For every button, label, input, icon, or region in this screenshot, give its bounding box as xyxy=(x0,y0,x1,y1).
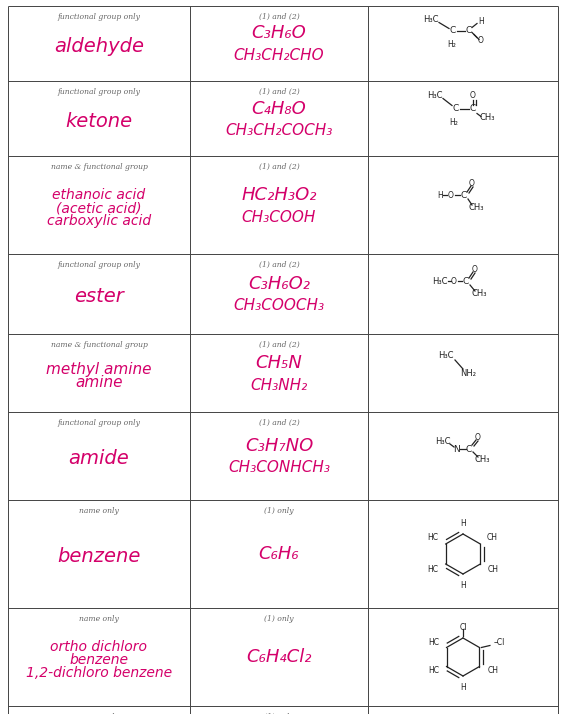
Text: HC: HC xyxy=(428,638,439,647)
Text: H: H xyxy=(478,17,484,26)
Text: H: H xyxy=(460,520,466,528)
Text: (1) and (2): (1) and (2) xyxy=(259,88,299,96)
Text: (acetic acid): (acetic acid) xyxy=(56,201,142,215)
Text: C: C xyxy=(470,104,476,113)
Text: Cl: Cl xyxy=(459,623,467,631)
Text: functional group only: functional group only xyxy=(58,88,140,96)
Text: O: O xyxy=(448,191,454,199)
Text: C: C xyxy=(461,191,467,199)
Text: (1) and (2): (1) and (2) xyxy=(259,13,299,21)
Text: (1) and (2): (1) and (2) xyxy=(259,163,299,171)
Text: amide: amide xyxy=(68,450,129,468)
Text: H₃C: H₃C xyxy=(428,91,443,100)
Text: C₆H₄Cl₂: C₆H₄Cl₂ xyxy=(246,648,312,666)
Text: (1) and (2): (1) and (2) xyxy=(259,341,299,349)
Text: HC: HC xyxy=(427,533,438,543)
Text: CH₃: CH₃ xyxy=(474,455,490,463)
Text: H: H xyxy=(460,683,466,691)
Text: H₂: H₂ xyxy=(447,40,457,49)
Text: 1,2-dichloro benzene: 1,2-dichloro benzene xyxy=(26,666,172,680)
Text: CH₃: CH₃ xyxy=(468,203,484,211)
Text: H₃C: H₃C xyxy=(435,436,451,446)
Text: O: O xyxy=(470,91,476,100)
Text: H₃C: H₃C xyxy=(438,351,454,361)
Text: C: C xyxy=(463,276,469,286)
Text: (1) and (2): (1) and (2) xyxy=(259,261,299,269)
Text: O: O xyxy=(478,36,484,45)
Text: functional group only: functional group only xyxy=(58,261,140,269)
Text: O: O xyxy=(451,276,457,286)
Text: O: O xyxy=(472,264,478,273)
Text: CH₃: CH₃ xyxy=(479,113,495,122)
Text: carboxylic acid: carboxylic acid xyxy=(47,214,151,228)
Text: CH₃: CH₃ xyxy=(471,288,487,298)
Text: (1) only: (1) only xyxy=(264,615,294,623)
Text: benzene: benzene xyxy=(70,653,128,667)
Text: name only: name only xyxy=(79,713,119,714)
Text: C₃H₇NO: C₃H₇NO xyxy=(245,437,313,455)
Text: CH₃CONHCH₃: CH₃CONHCH₃ xyxy=(228,461,330,476)
Text: O: O xyxy=(475,433,481,441)
Text: CH₃CH₂CHO: CH₃CH₂CHO xyxy=(234,48,324,63)
Text: aldehyde: aldehyde xyxy=(54,37,144,56)
Text: H₂: H₂ xyxy=(450,118,458,127)
Text: name & functional group: name & functional group xyxy=(51,341,148,349)
Text: CH₅N: CH₅N xyxy=(255,354,303,372)
Text: (1) only: (1) only xyxy=(264,507,294,515)
Text: H₃C: H₃C xyxy=(424,15,439,24)
Text: C₃H₆O₂: C₃H₆O₂ xyxy=(248,275,310,293)
Text: ethanoic acid: ethanoic acid xyxy=(52,188,145,202)
Text: functional group only: functional group only xyxy=(58,419,140,427)
Text: HC: HC xyxy=(427,565,438,575)
Text: functional group only: functional group only xyxy=(58,13,140,21)
Text: ortho dichloro: ortho dichloro xyxy=(51,640,148,654)
Text: benzene: benzene xyxy=(58,548,141,566)
Text: methyl amine: methyl amine xyxy=(46,362,152,377)
Text: C: C xyxy=(466,26,472,35)
Text: (1) and (2): (1) and (2) xyxy=(259,419,299,427)
Text: HC₂H₃O₂: HC₂H₃O₂ xyxy=(241,186,317,204)
Text: C₃H₆O: C₃H₆O xyxy=(251,24,307,43)
Text: C₄H₈O: C₄H₈O xyxy=(251,99,307,118)
Text: C₆H₆: C₆H₆ xyxy=(259,545,299,563)
Text: name only: name only xyxy=(79,615,119,623)
Text: HC: HC xyxy=(428,666,439,675)
Text: C: C xyxy=(466,445,472,453)
Text: –Cl: –Cl xyxy=(494,638,505,647)
Text: NH₂: NH₂ xyxy=(460,368,476,378)
Text: ketone: ketone xyxy=(66,112,133,131)
Text: N: N xyxy=(454,445,461,453)
Text: CH₃NH₂: CH₃NH₂ xyxy=(250,378,308,393)
Text: H₃C: H₃C xyxy=(432,276,448,286)
Text: O: O xyxy=(469,178,475,188)
Text: name only: name only xyxy=(79,507,119,515)
Text: CH: CH xyxy=(488,565,499,575)
Text: CH: CH xyxy=(488,666,499,675)
Text: CH₃CH₂COCH₃: CH₃CH₂COCH₃ xyxy=(225,123,333,138)
Text: name & functional group: name & functional group xyxy=(51,163,148,171)
Text: C: C xyxy=(453,104,459,113)
Text: CH₃COOCH₃: CH₃COOCH₃ xyxy=(234,298,324,313)
Text: H: H xyxy=(460,580,466,590)
Text: ester: ester xyxy=(74,288,124,306)
Text: (1) only: (1) only xyxy=(264,713,294,714)
Text: amine: amine xyxy=(75,375,123,390)
Text: H: H xyxy=(437,191,443,199)
Text: C: C xyxy=(450,26,456,35)
Text: CH₃COOH: CH₃COOH xyxy=(242,209,316,224)
Text: CH: CH xyxy=(487,533,498,543)
